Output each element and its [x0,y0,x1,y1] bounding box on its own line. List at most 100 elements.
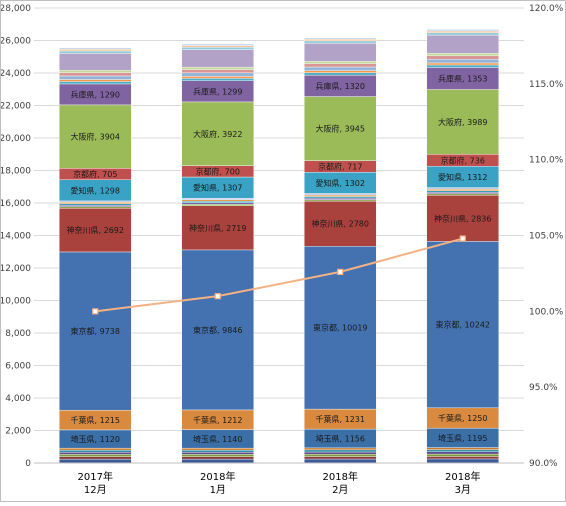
data-label: 東京都, 9846 [193,325,242,335]
bar-segment [304,196,377,199]
y2-tick-label: 115.0% [529,80,564,90]
bar-segment [304,72,377,76]
bar-segment [181,76,254,79]
bar-segment [304,451,377,455]
bar-segment [59,47,132,50]
bar-segment [426,190,499,193]
bar-segment [181,202,254,205]
y-tick-label: 0 [25,459,31,469]
bar-segment [181,451,254,455]
data-label: 東京都, 9738 [71,326,120,336]
x-tick-label: 12月 [84,484,107,496]
y-tick-label: 6,000 [5,362,31,372]
data-label: 愛知県, 1312 [438,172,487,182]
data-label: 埼玉県, 1195 [438,433,487,443]
bar-segment [426,192,499,194]
bar-segment [304,40,377,44]
bar-segment [426,193,499,196]
y-tick-label: 22,000 [1,102,31,112]
x-tick-label: 2月 [332,484,348,496]
trend-line [92,235,466,315]
bar-segment [59,53,132,71]
bar-segment [426,89,499,155]
bar-segment [426,187,499,190]
bar-segment [304,456,377,460]
bar-segment [304,63,377,68]
x-tick-label: 2018年 [323,470,358,483]
y-tick-label: 20,000 [1,134,31,144]
y-tick-label: 24,000 [1,69,31,79]
data-label: 兵庫県, 1320 [316,81,365,91]
data-label: 千葉県, 1212 [193,415,242,425]
trend-point [214,293,221,300]
axes: 0 2,000 4,000 6,000 8,000 10,000 12,000 14,000 1… [0,4,564,496]
y-tick-label: 2,000 [5,427,31,437]
bar-segment [181,201,254,203]
y-tick-label: 28,000 [1,4,31,14]
segment-labels: 埼玉県, 1120 千葉県, 1215 東京都, 9738 神奈川県, 2692 愛知県… [67,74,492,445]
y-tick-label: 4,000 [5,394,31,404]
bar-segment [426,62,499,66]
bar-segment [426,64,499,68]
bar-segment [59,251,132,411]
bar-segment [59,456,132,460]
bar-segment [304,449,377,453]
trend-point [92,308,99,315]
bar-segment [181,49,254,68]
data-label: 神奈川県, 2780 [312,219,369,229]
bar-segment [181,204,254,206]
y2-tick-label: 90.0% [529,459,558,469]
bar-segment [426,55,499,60]
x-tick-label: 2018年 [445,470,480,483]
bar-segment [59,203,132,206]
data-label: 神奈川県, 2836 [434,213,491,223]
bar-segment [426,458,499,464]
bar-segment [304,197,377,200]
bar-segment [304,199,377,202]
bar-segment [426,447,499,450]
bar-segment [59,104,132,169]
bar-segment [304,447,377,451]
bar-segment [304,37,377,40]
bar-segment [59,79,132,82]
y2-tick-label: 95.0% [529,383,558,393]
bar-segment [59,81,132,85]
bar-segment [304,96,377,161]
trend-point [459,235,466,242]
bar-segment [59,451,132,455]
data-label: 千葉県, 1215 [71,415,120,425]
bar-stacks [59,29,499,464]
data-label: 兵庫県, 1353 [438,74,487,84]
bar-segment [181,101,254,166]
y-tick-label: 8,000 [5,329,31,339]
data-label: 神奈川県, 2692 [67,225,124,235]
bar-segment [59,49,132,52]
bar-segment [181,72,254,77]
data-label: 京都府, 717 [318,161,362,171]
bar-segment [304,39,377,42]
bar-segment [304,61,377,64]
bar-segment [426,59,499,64]
bar-segment [181,458,254,464]
bar-segment [304,200,377,247]
data-label: 大阪府, 3904 [71,132,120,142]
bar-segment [304,454,377,457]
bar-segment [304,194,377,197]
bar-segment [59,70,132,73]
bar-segment [304,458,377,464]
y-tick-label: 14,000 [1,232,31,242]
bar-segment [181,205,254,251]
bar-segment [304,193,377,196]
data-label: 神奈川県, 2719 [189,223,246,233]
bar-segment [304,43,377,62]
data-label: 愛知県, 1302 [316,178,365,188]
y2-tick-label: 120.0% [529,4,564,14]
data-label: 大阪府, 3945 [316,124,365,134]
y-tick-label: 26,000 [1,37,31,47]
bar-segment [181,447,254,451]
data-label: 兵庫県, 1290 [71,89,120,99]
bar-segment [304,70,377,73]
bar-segment [426,30,499,33]
bar-segment [426,195,499,242]
